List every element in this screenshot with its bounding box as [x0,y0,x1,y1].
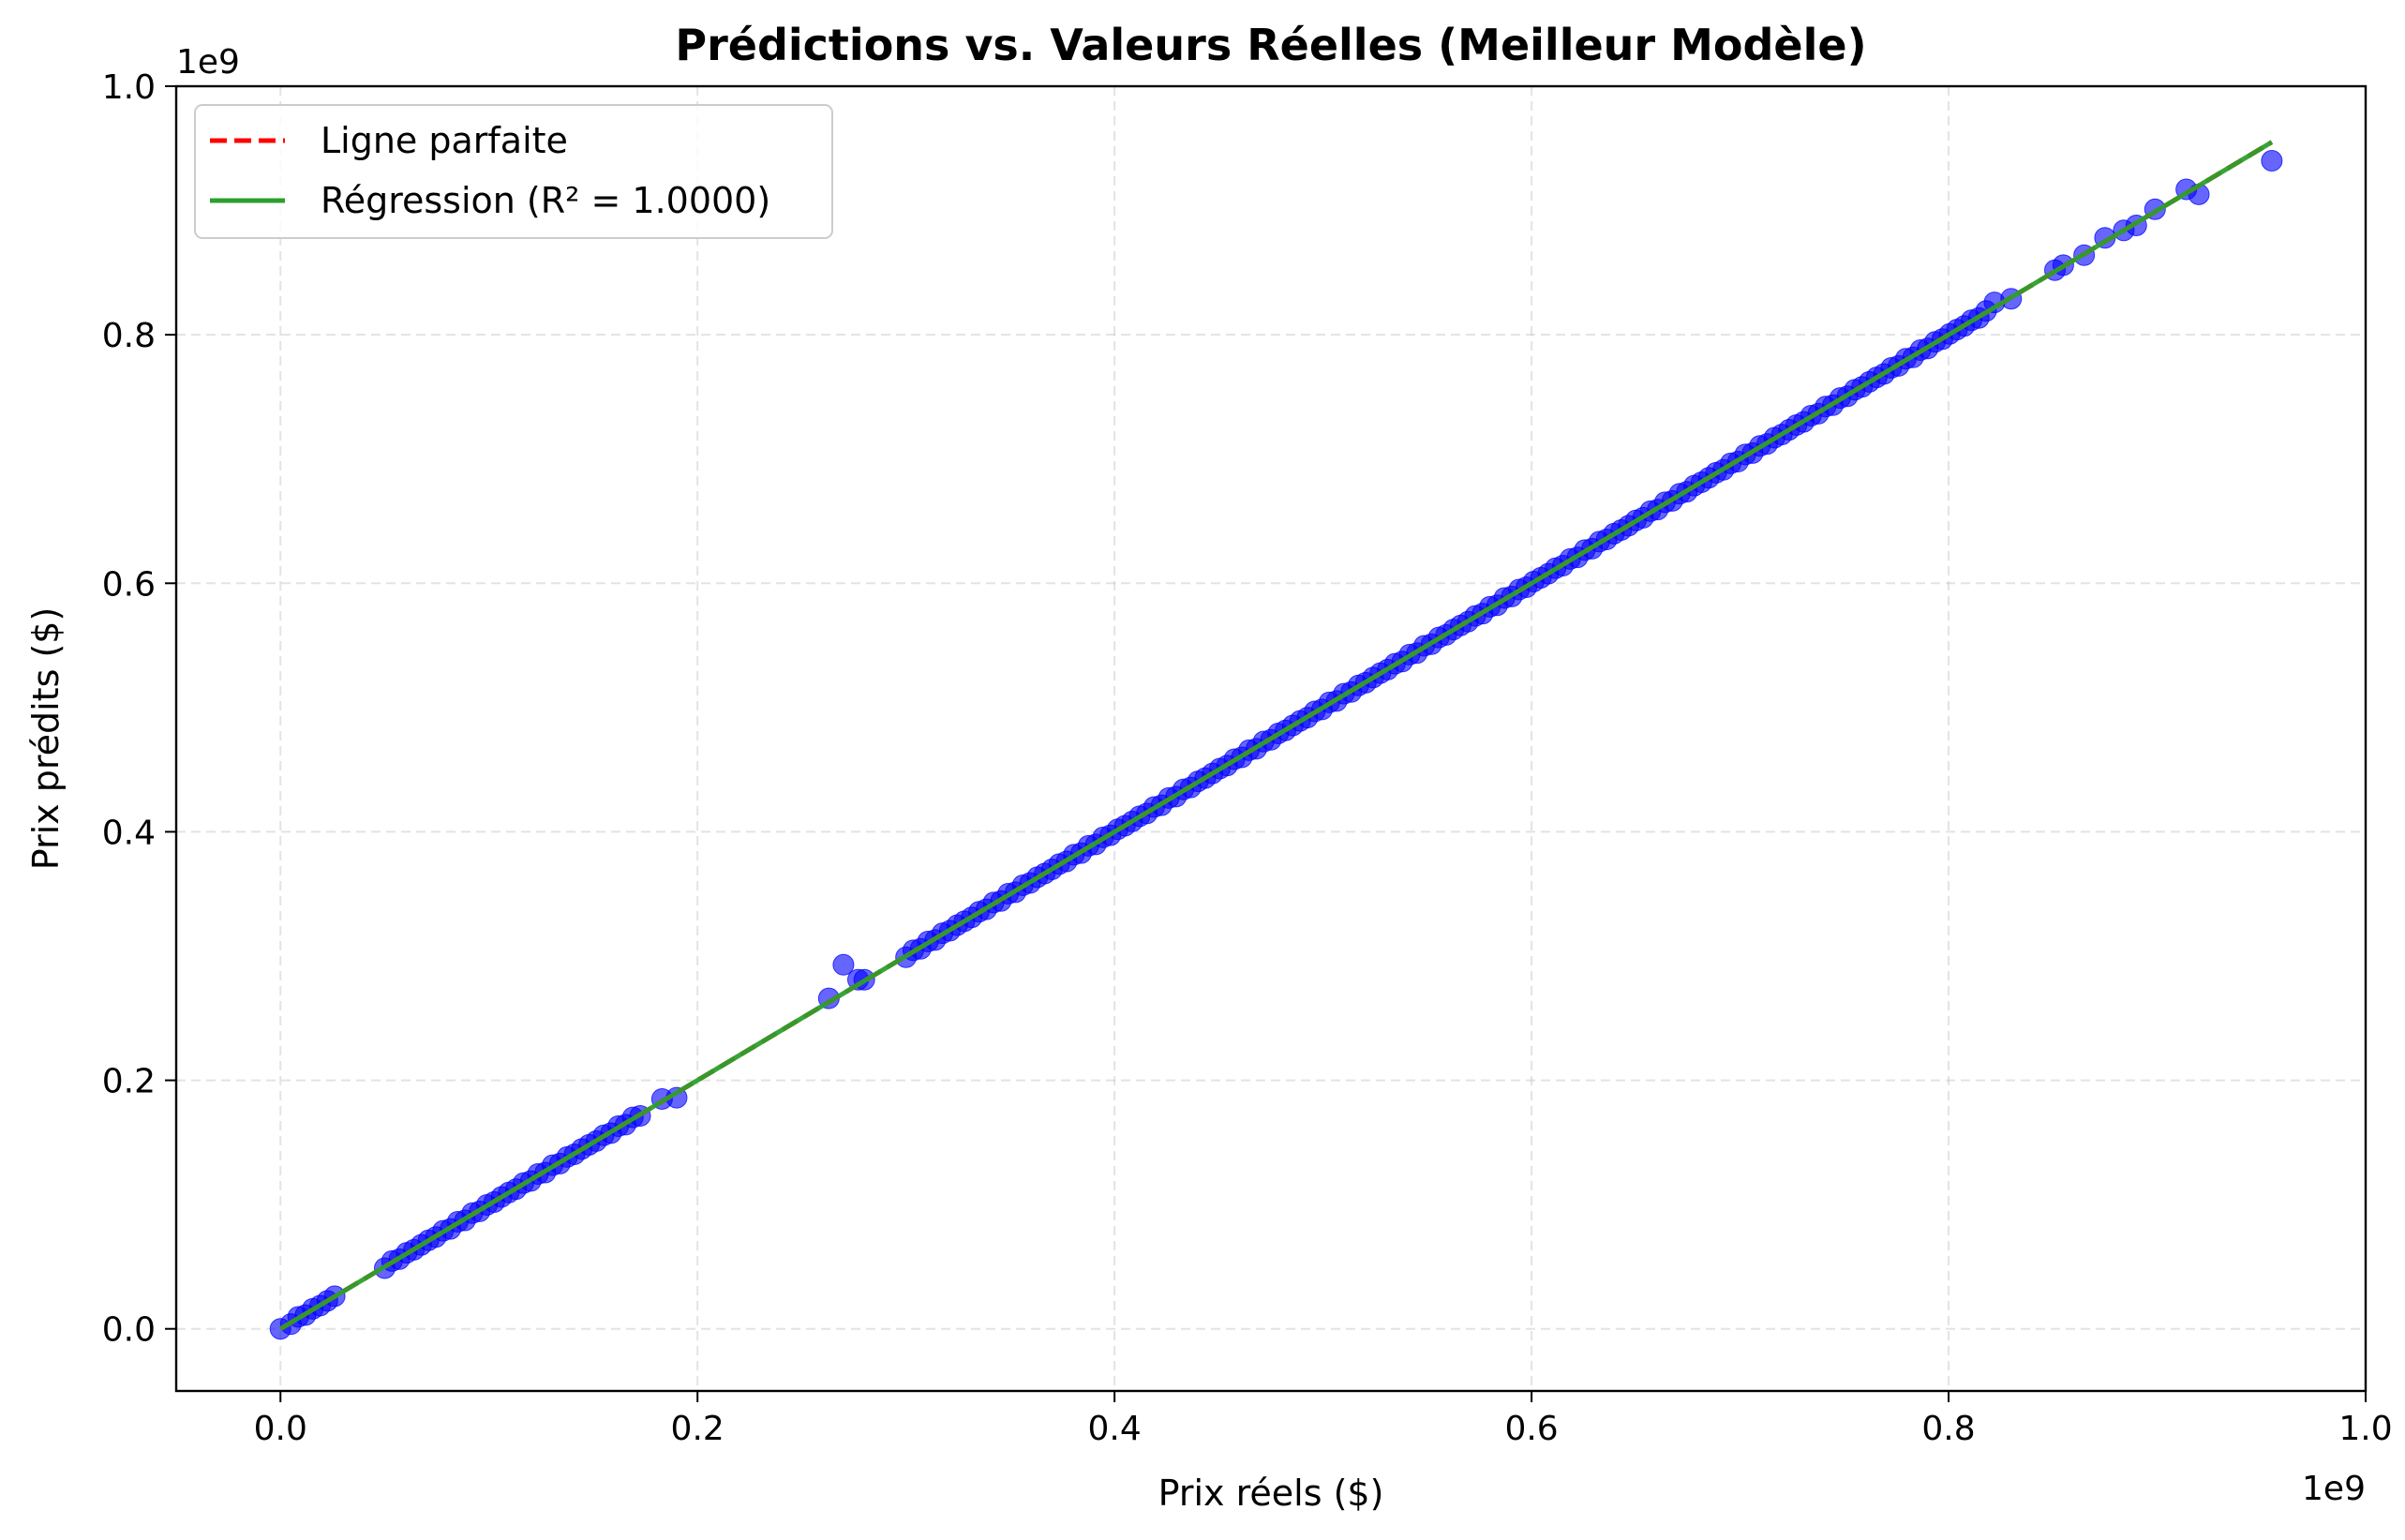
legend-label-perfect-line: Ligne parfaite [321,120,568,161]
y-axis-offset: 1e9 [176,43,240,82]
x-tick-label: 0.0 [254,1410,307,1448]
legend: Ligne parfaite Régression (R² = 1.0000) [194,104,833,239]
axis-ticks: 0.0 0.2 0.4 0.6 0.8 1.0 0.0 0.2 0.4 0.6 0.8 1.0 [102,68,2393,1448]
x-tick-label: 0.2 [671,1410,724,1448]
regression-line [278,140,2274,1331]
legend-label-regression: Régression (R² = 1.0000) [321,180,770,221]
x-tick-label: 0.4 [1088,1410,1142,1448]
data-point [2261,150,2283,172]
plot-frame [174,84,2368,1393]
x-tick-label: 1.0 [2338,1410,2392,1448]
x-axis-label: Prix réels ($) [1158,1473,1384,1514]
y-tick-label: 0.0 [102,1311,156,1350]
y-tick-label: 0.4 [102,814,156,852]
reference-lines [278,140,2274,1331]
x-tick-label: 0.8 [1921,1410,1975,1448]
y-tick-label: 0.2 [102,1063,156,1101]
y-tick-label: 1.0 [102,68,156,107]
data-point [832,953,855,976]
y-tick-label: 0.8 [102,317,156,355]
legend-box [194,104,833,239]
x-axis-offset: 1e9 [2302,1470,2366,1508]
y-tick-label: 0.6 [102,565,156,604]
chart-title: Prédictions vs. Valeurs Réelles (Meilleu… [675,20,1866,70]
y-axis-label: Prix prédits ($) [25,607,67,871]
x-tick-label: 0.6 [1504,1410,1558,1448]
